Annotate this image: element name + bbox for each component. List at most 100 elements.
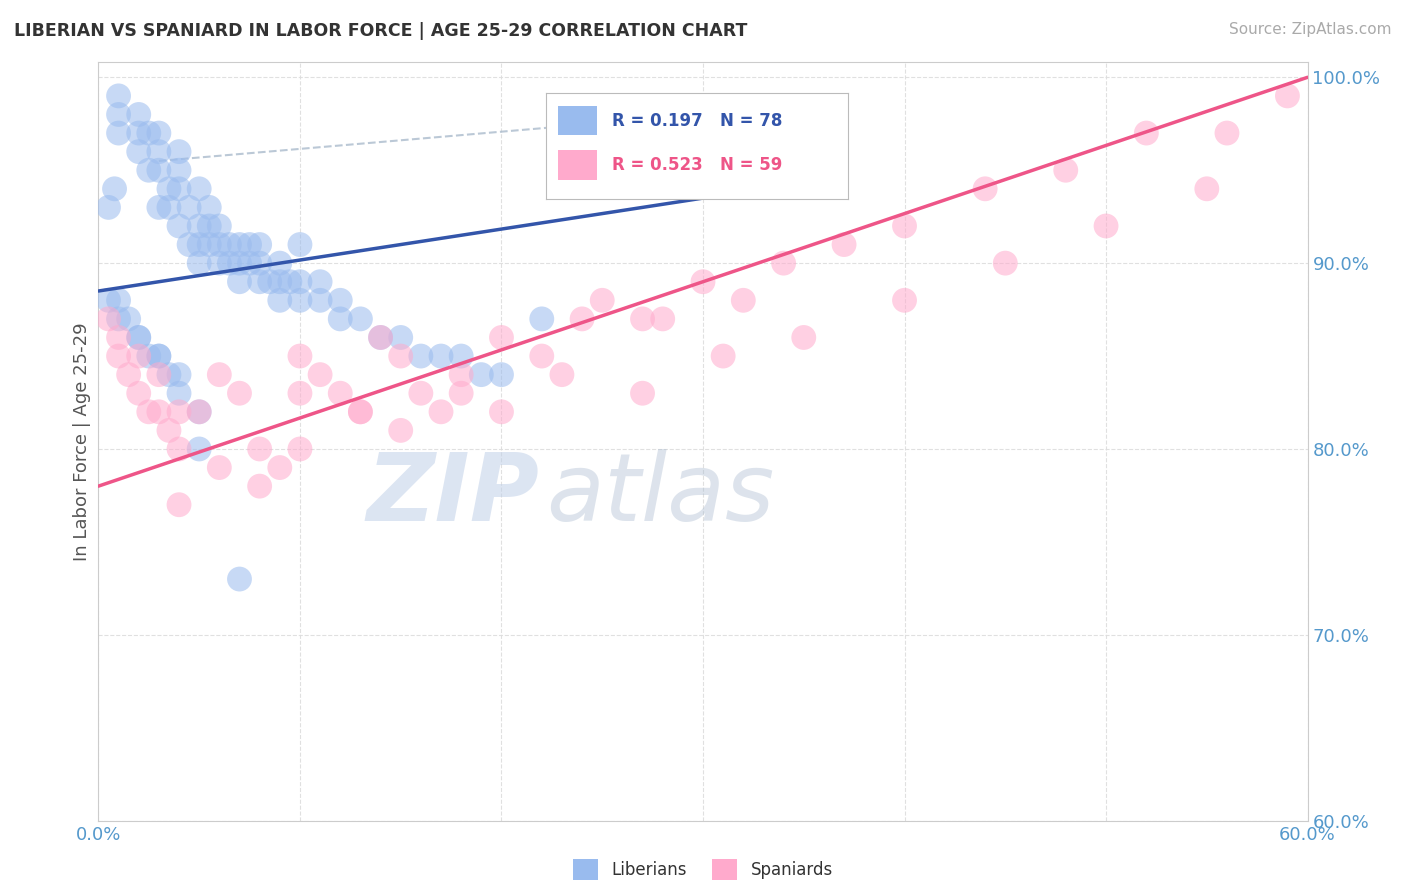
Point (208, 256, 231, 270)
Point (157, 182, 180, 196)
Point (651, 312, 673, 326)
Point (148, 163, 170, 178)
Point (288, 349, 311, 363)
Point (107, 107, 129, 121)
Point (188, 182, 211, 196)
Point (249, 237, 271, 252)
Point (167, 405, 190, 419)
Point (107, 293, 129, 308)
Point (179, 237, 201, 252)
Point (491, 368, 513, 382)
Point (198, 219, 221, 233)
Point (107, 126, 129, 140)
Point (1054, 163, 1077, 178)
Point (148, 349, 170, 363)
Point (179, 201, 201, 215)
Point (228, 572, 250, 586)
Point (1135, 126, 1157, 140)
Point (148, 126, 170, 140)
Point (167, 386, 190, 401)
Point (269, 460, 291, 475)
Point (450, 349, 472, 363)
Text: Source: ZipAtlas.com: Source: ZipAtlas.com (1229, 22, 1392, 37)
Point (167, 145, 190, 159)
Point (148, 368, 170, 382)
Point (97, 312, 120, 326)
Point (208, 237, 231, 252)
Point (128, 126, 150, 140)
Point (97, 201, 120, 215)
Point (249, 479, 271, 493)
Point (409, 349, 432, 363)
Point (157, 201, 180, 215)
Point (1095, 219, 1118, 233)
Point (167, 182, 190, 196)
Point (430, 349, 453, 363)
Point (530, 349, 553, 363)
Point (167, 368, 190, 382)
Point (288, 293, 311, 308)
Point (288, 386, 311, 401)
Point (198, 201, 221, 215)
Point (208, 460, 231, 475)
Point (157, 424, 180, 438)
Point (278, 275, 301, 289)
Point (893, 219, 915, 233)
Point (491, 330, 513, 344)
Point (571, 312, 593, 326)
Point (772, 256, 794, 270)
Point (138, 163, 160, 178)
Point (349, 312, 371, 326)
Point (208, 219, 231, 233)
Point (389, 424, 412, 438)
Point (249, 256, 271, 270)
Point (309, 275, 332, 289)
Point (349, 405, 371, 419)
Point (692, 275, 714, 289)
Point (893, 293, 915, 308)
Point (128, 386, 150, 401)
Point (208, 368, 231, 382)
Point (329, 293, 352, 308)
Point (107, 330, 129, 344)
Text: atlas: atlas (546, 449, 775, 541)
Point (118, 312, 141, 326)
Point (288, 275, 311, 289)
Point (409, 386, 432, 401)
Point (118, 368, 141, 382)
Point (733, 293, 755, 308)
Point (450, 368, 472, 382)
Y-axis label: In Labor Force | Age 25-29: In Labor Force | Age 25-29 (73, 322, 91, 561)
Text: ZIP: ZIP (367, 449, 540, 541)
Point (430, 405, 453, 419)
Point (103, 182, 125, 196)
Point (228, 256, 250, 270)
Point (239, 256, 262, 270)
Point (148, 405, 170, 419)
Point (188, 256, 211, 270)
Point (269, 256, 291, 270)
Point (631, 312, 654, 326)
Text: LIBERIAN VS SPANIARD IN LABOR FORCE | AGE 25-29 CORRELATION CHART: LIBERIAN VS SPANIARD IN LABOR FORCE | AG… (14, 22, 748, 40)
Point (329, 312, 352, 326)
Point (370, 330, 392, 344)
Point (188, 219, 211, 233)
Point (309, 368, 332, 382)
Point (97, 293, 120, 308)
Point (994, 256, 1017, 270)
Point (288, 237, 311, 252)
Point (138, 126, 160, 140)
Point (491, 405, 513, 419)
Point (974, 182, 997, 196)
Point (389, 330, 412, 344)
Point (793, 330, 815, 344)
Point (188, 405, 211, 419)
Point (167, 498, 190, 512)
Point (167, 219, 190, 233)
Point (1277, 89, 1299, 103)
Point (551, 368, 574, 382)
Point (167, 163, 190, 178)
Point (107, 349, 129, 363)
Point (309, 293, 332, 308)
Point (128, 349, 150, 363)
